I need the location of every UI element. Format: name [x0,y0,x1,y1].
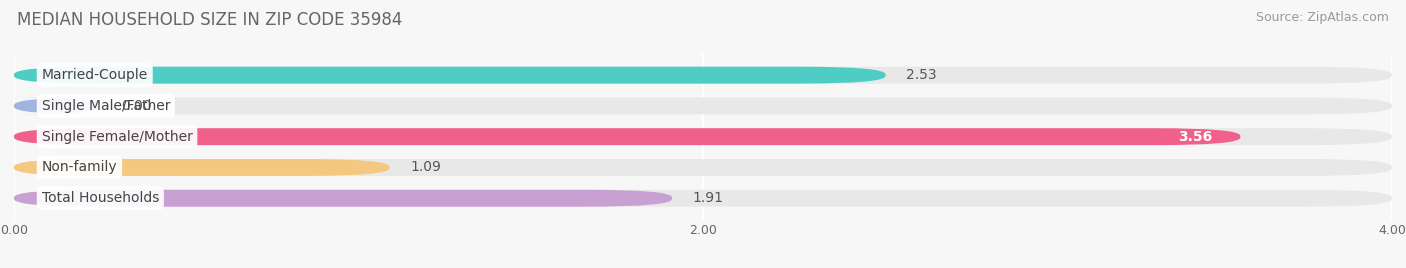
Text: 0.00: 0.00 [121,99,152,113]
Text: 1.09: 1.09 [411,161,441,174]
Text: Single Male/Father: Single Male/Father [42,99,170,113]
Text: 2.53: 2.53 [907,68,936,82]
FancyBboxPatch shape [14,159,1392,176]
Text: MEDIAN HOUSEHOLD SIZE IN ZIP CODE 35984: MEDIAN HOUSEHOLD SIZE IN ZIP CODE 35984 [17,11,402,29]
Text: Non-family: Non-family [42,161,117,174]
Text: Source: ZipAtlas.com: Source: ZipAtlas.com [1256,11,1389,24]
Text: Married-Couple: Married-Couple [42,68,148,82]
FancyBboxPatch shape [14,190,1392,207]
FancyBboxPatch shape [14,98,100,114]
FancyBboxPatch shape [14,67,1392,84]
FancyBboxPatch shape [14,159,389,176]
FancyBboxPatch shape [14,190,672,207]
FancyBboxPatch shape [14,98,1392,114]
FancyBboxPatch shape [14,67,886,84]
Text: Single Female/Mother: Single Female/Mother [42,130,193,144]
FancyBboxPatch shape [14,128,1392,145]
FancyBboxPatch shape [14,128,1240,145]
Text: 1.91: 1.91 [693,191,724,205]
Text: Total Households: Total Households [42,191,159,205]
Text: 3.56: 3.56 [1178,130,1213,144]
